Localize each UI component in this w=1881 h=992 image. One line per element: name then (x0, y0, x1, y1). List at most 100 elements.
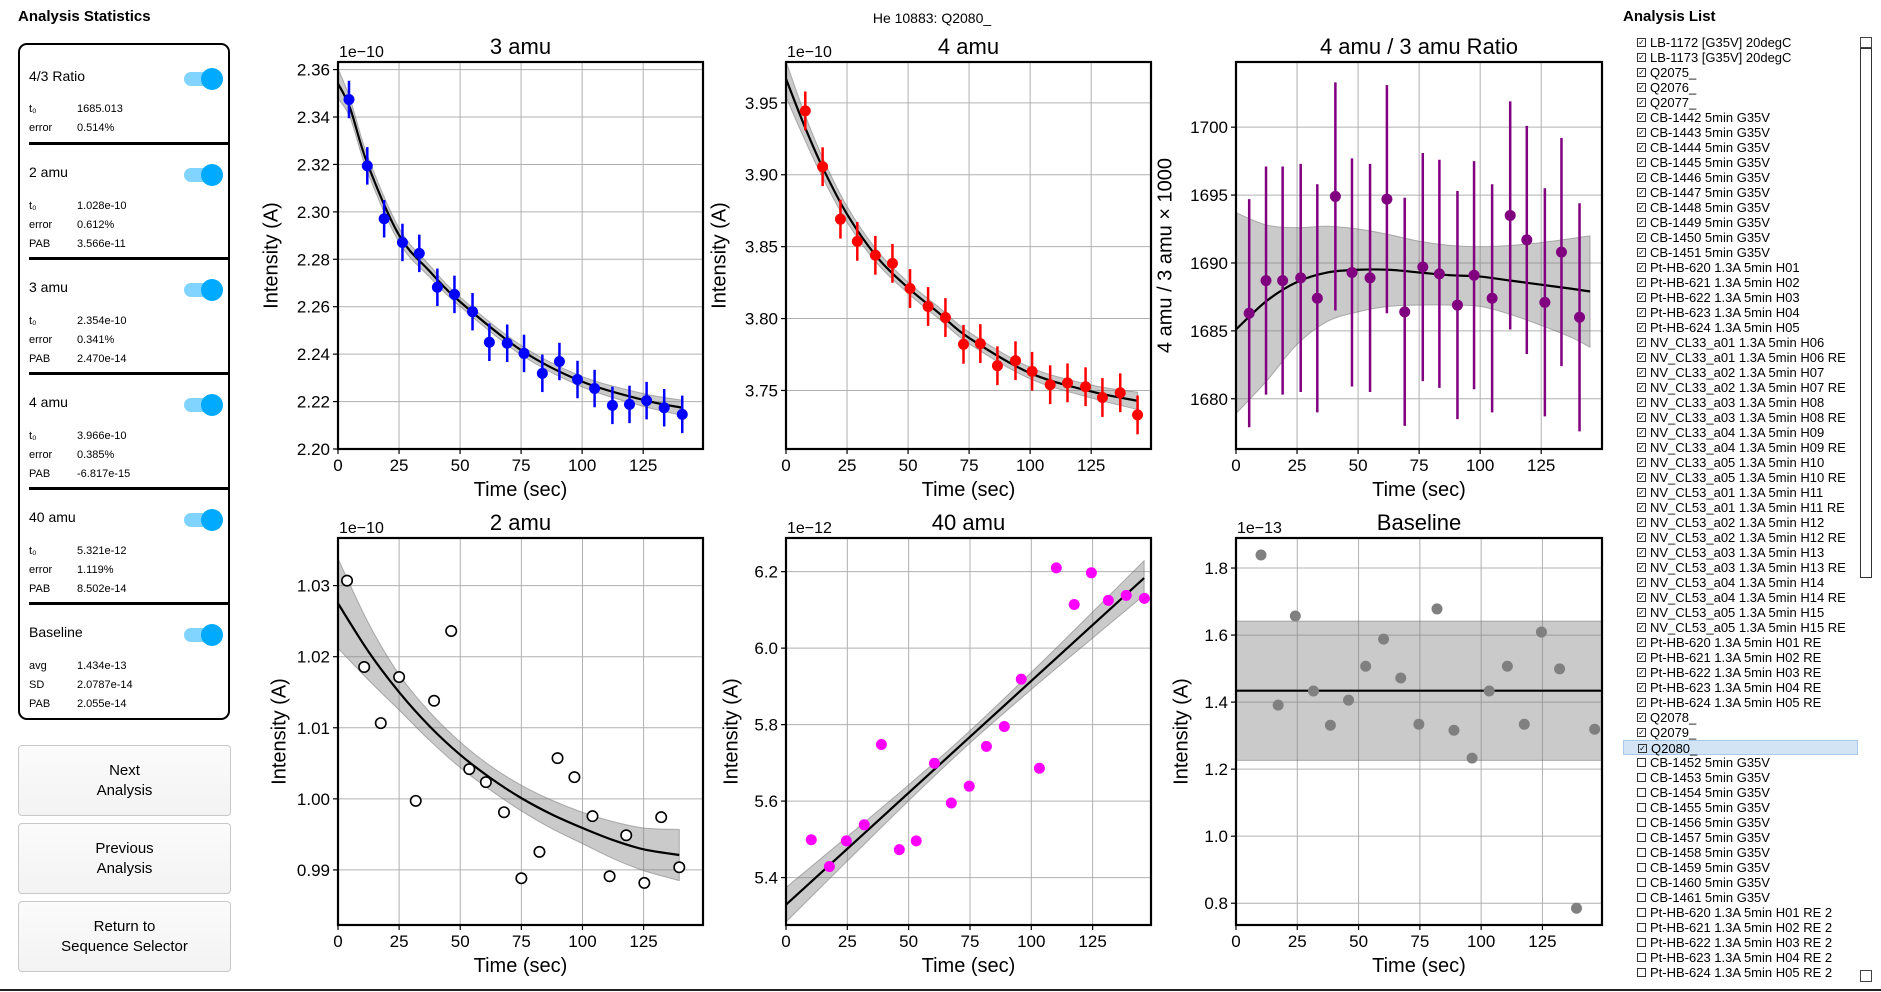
checkbox-checked[interactable]: ✓ (1637, 128, 1646, 137)
analysis-list-item[interactable]: ✓ CB-1448 5min G35V (1623, 200, 1858, 215)
analysis-list-item[interactable]: ✓ NV_CL33_a04 1.3A 5min H09 (1623, 425, 1858, 440)
analysis-list-item[interactable]: ✓ NV_CL33_a01 1.3A 5min H06 (1623, 335, 1858, 350)
checkbox-unchecked[interactable] (1637, 758, 1646, 767)
checkbox-checked[interactable]: ✓ (1637, 533, 1646, 542)
checkbox-checked[interactable]: ✓ (1637, 488, 1646, 497)
checkbox-checked[interactable]: ✓ (1637, 113, 1646, 122)
checkbox-checked[interactable]: ✓ (1637, 83, 1646, 92)
checkbox-unchecked[interactable] (1637, 923, 1646, 932)
checkbox-checked[interactable]: ✓ (1637, 563, 1646, 572)
analysis-list-item[interactable]: ✓ NV_CL33_a03 1.3A 5min H08 (1623, 395, 1858, 410)
analysis-list-item[interactable]: ✓ Q2080_ (1623, 740, 1858, 756)
checkbox-checked[interactable]: ✓ (1637, 203, 1646, 212)
checkbox-checked[interactable]: ✓ (1637, 413, 1646, 422)
analysis-list-item[interactable]: ✓ CB-1449 5min G35V (1623, 215, 1858, 230)
checkbox-checked[interactable]: ✓ (1637, 548, 1646, 557)
analysis-list-item[interactable]: ✓ Pt-HB-622 1.3A 5min H03 RE (1623, 665, 1858, 680)
checkbox-unchecked[interactable] (1637, 833, 1646, 842)
analysis-list-item[interactable]: ✓ CB-1451 5min G35V (1623, 245, 1858, 260)
analysis-list-item[interactable]: Pt-HB-624 1.3A 5min H05 RE 2 (1623, 965, 1858, 980)
checkbox-checked[interactable]: ✓ (1637, 383, 1646, 392)
analysis-list-item[interactable]: ✓ Pt-HB-624 1.3A 5min H05 (1623, 320, 1858, 335)
checkbox-checked[interactable]: ✓ (1637, 668, 1646, 677)
analysis-list-item[interactable]: ✓ NV_CL33_a05 1.3A 5min H10 (1623, 455, 1858, 470)
checkbox-checked[interactable]: ✓ (1637, 98, 1646, 107)
return-to-sequence-selector-button[interactable]: Return to Sequence Selector (18, 901, 231, 972)
checkbox-checked[interactable]: ✓ (1637, 593, 1646, 602)
analysis-list-item[interactable]: ✓ NV_CL53_a02 1.3A 5min H12 RE (1623, 530, 1858, 545)
checkbox-unchecked[interactable] (1637, 818, 1646, 827)
checkbox-checked[interactable]: ✓ (1637, 143, 1646, 152)
checkbox-checked[interactable]: ✓ (1637, 473, 1646, 482)
analysis-list-item[interactable]: ✓ NV_CL33_a02 1.3A 5min H07 (1623, 365, 1858, 380)
analysis-list-item[interactable]: ✓ Q2077_ (1623, 95, 1858, 110)
analysis-list-item[interactable]: ✓ NV_CL53_a05 1.3A 5min H15 (1623, 605, 1858, 620)
analysis-list-item[interactable]: Pt-HB-623 1.3A 5min H04 RE 2 (1623, 950, 1858, 965)
analysis-list-item[interactable]: Pt-HB-620 1.3A 5min H01 RE 2 (1623, 905, 1858, 920)
analysis-list-item[interactable]: ✓ CB-1444 5min G35V (1623, 140, 1858, 155)
analysis-list-item[interactable]: ✓ NV_CL53_a04 1.3A 5min H14 RE (1623, 590, 1858, 605)
checkbox-checked[interactable]: ✓ (1637, 158, 1646, 167)
checkbox-checked[interactable]: ✓ (1637, 338, 1646, 347)
checkbox-checked[interactable]: ✓ (1637, 323, 1646, 332)
checkbox-checked[interactable]: ✓ (1637, 398, 1646, 407)
scroll-up-button[interactable] (1860, 37, 1872, 48)
checkbox-checked[interactable]: ✓ (1637, 713, 1646, 722)
analysis-list-item[interactable]: ✓ LB-1173 [G35V] 20degC (1623, 50, 1858, 65)
analysis-list-item[interactable]: ✓ Pt-HB-624 1.3A 5min H05 RE (1623, 695, 1858, 710)
checkbox-checked[interactable]: ✓ (1637, 518, 1646, 527)
analysis-list-item[interactable]: Pt-HB-622 1.3A 5min H03 RE 2 (1623, 935, 1858, 950)
analysis-list-item[interactable]: ✓ Pt-HB-623 1.3A 5min H04 (1623, 305, 1858, 320)
checkbox-checked[interactable]: ✓ (1637, 638, 1646, 647)
checkbox-checked[interactable]: ✓ (1637, 278, 1646, 287)
next-analysis-button[interactable]: Next Analysis (18, 745, 231, 816)
analysis-list-item[interactable]: CB-1455 5min G35V (1623, 800, 1858, 815)
analysis-list-item[interactable]: ✓ LB-1172 [G35V] 20degC (1623, 35, 1858, 50)
checkbox-checked[interactable]: ✓ (1637, 578, 1646, 587)
analysis-list-item[interactable]: ✓ NV_CL33_a02 1.3A 5min H07 RE (1623, 380, 1858, 395)
analysis-list-item[interactable]: ✓ NV_CL53_a04 1.3A 5min H14 (1623, 575, 1858, 590)
checkbox-unchecked[interactable] (1637, 848, 1646, 857)
checkbox-unchecked[interactable] (1637, 803, 1646, 812)
checkbox-checked[interactable]: ✓ (1637, 218, 1646, 227)
analysis-list-item[interactable]: ✓ Q2075_ (1623, 65, 1858, 80)
analysis-list-item[interactable]: CB-1460 5min G35V (1623, 875, 1858, 890)
analysis-list-item[interactable]: ✓ Q2078_ (1623, 710, 1858, 725)
scroll-down-button[interactable] (1860, 970, 1872, 982)
analysis-list-item[interactable]: ✓ CB-1445 5min G35V (1623, 155, 1858, 170)
previous-analysis-button[interactable]: Previous Analysis (18, 823, 231, 894)
analysis-list-item[interactable]: ✓ CB-1443 5min G35V (1623, 125, 1858, 140)
checkbox-checked[interactable]: ✓ (1637, 233, 1646, 242)
analysis-list-item[interactable]: ✓ NV_CL53_a01 1.3A 5min H11 RE (1623, 500, 1858, 515)
scrollbar-thumb[interactable] (1860, 48, 1872, 578)
checkbox-checked[interactable]: ✓ (1637, 368, 1646, 377)
analysis-list-item[interactable]: ✓ NV_CL53_a01 1.3A 5min H11 (1623, 485, 1858, 500)
checkbox-unchecked[interactable] (1637, 893, 1646, 902)
section-toggle[interactable] (184, 278, 226, 302)
analysis-list-item[interactable]: ✓ CB-1446 5min G35V (1623, 170, 1858, 185)
analysis-list-item[interactable]: ✓ NV_CL33_a01 1.3A 5min H06 RE (1623, 350, 1858, 365)
section-toggle[interactable] (184, 163, 226, 187)
analysis-list-item[interactable]: ✓ Pt-HB-621 1.3A 5min H02 RE (1623, 650, 1858, 665)
checkbox-checked[interactable]: ✓ (1637, 263, 1646, 272)
analysis-list-item[interactable]: ✓ NV_CL53_a03 1.3A 5min H13 (1623, 545, 1858, 560)
checkbox-checked[interactable]: ✓ (1637, 68, 1646, 77)
analysis-list-item[interactable]: ✓ Pt-HB-621 1.3A 5min H02 (1623, 275, 1858, 290)
checkbox-checked[interactable]: ✓ (1637, 608, 1646, 617)
analysis-list-item[interactable]: CB-1461 5min G35V (1623, 890, 1858, 905)
checkbox-unchecked[interactable] (1637, 878, 1646, 887)
analysis-list-item[interactable]: ✓ Pt-HB-623 1.3A 5min H04 RE (1623, 680, 1858, 695)
section-toggle[interactable] (184, 393, 226, 417)
analysis-list-item[interactable]: ✓ Pt-HB-620 1.3A 5min H01 RE (1623, 635, 1858, 650)
checkbox-unchecked[interactable] (1637, 863, 1646, 872)
checkbox-checked[interactable]: ✓ (1637, 353, 1646, 362)
section-toggle[interactable] (184, 623, 226, 647)
checkbox-checked[interactable]: ✓ (1637, 698, 1646, 707)
checkbox-checked[interactable]: ✓ (1637, 503, 1646, 512)
analysis-list-item[interactable]: CB-1458 5min G35V (1623, 845, 1858, 860)
checkbox-unchecked[interactable] (1637, 788, 1646, 797)
analysis-list-item[interactable]: Pt-HB-621 1.3A 5min H02 RE 2 (1623, 920, 1858, 935)
checkbox-checked[interactable]: ✓ (1637, 458, 1646, 467)
analysis-list-item[interactable]: CB-1453 5min G35V (1623, 770, 1858, 785)
analysis-list-item[interactable]: ✓ CB-1450 5min G35V (1623, 230, 1858, 245)
